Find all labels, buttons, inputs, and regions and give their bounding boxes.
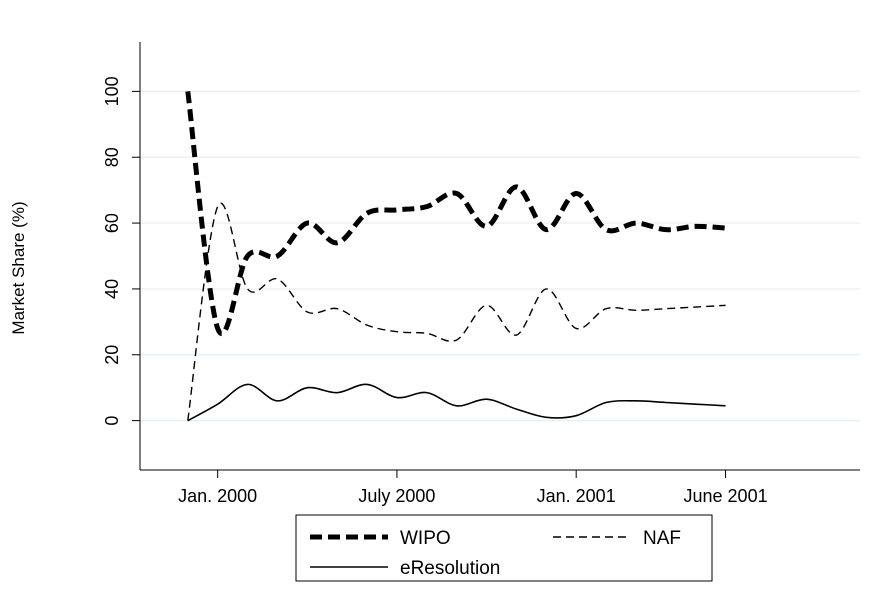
x-tick-label: July 2000 xyxy=(358,486,435,506)
series-line-naf xyxy=(187,202,726,421)
legend-label-wipo: WIPO xyxy=(400,528,451,549)
series-line-wipo xyxy=(185,91,726,336)
axes: 0 20 40 60 80 100 Jan. 2000 July 2000 Jan. 2001 J… xyxy=(102,42,860,506)
x-tick-label: Jan. 2001 xyxy=(537,486,616,506)
series-layer xyxy=(185,91,726,422)
y-tick-label: 80 xyxy=(102,147,122,167)
y-tick-label: 100 xyxy=(102,76,122,106)
x-tick-label: June 2001 xyxy=(684,486,768,506)
legend-label-naf: NAF xyxy=(643,528,681,549)
legend: WIPO NAF eResolution xyxy=(295,514,713,582)
legend-label-eresolution: eResolution xyxy=(400,558,500,579)
legend-box xyxy=(295,514,713,582)
y-tick-label: 20 xyxy=(102,345,122,365)
x-tick-label: Jan. 2000 xyxy=(178,486,257,506)
y-axis-title: Market Share (%) xyxy=(9,201,28,334)
y-tick-label: 60 xyxy=(102,213,122,233)
y-tick-label: 0 xyxy=(102,416,122,426)
y-tick-label: 40 xyxy=(102,279,122,299)
series-line-eresolution xyxy=(187,383,726,422)
